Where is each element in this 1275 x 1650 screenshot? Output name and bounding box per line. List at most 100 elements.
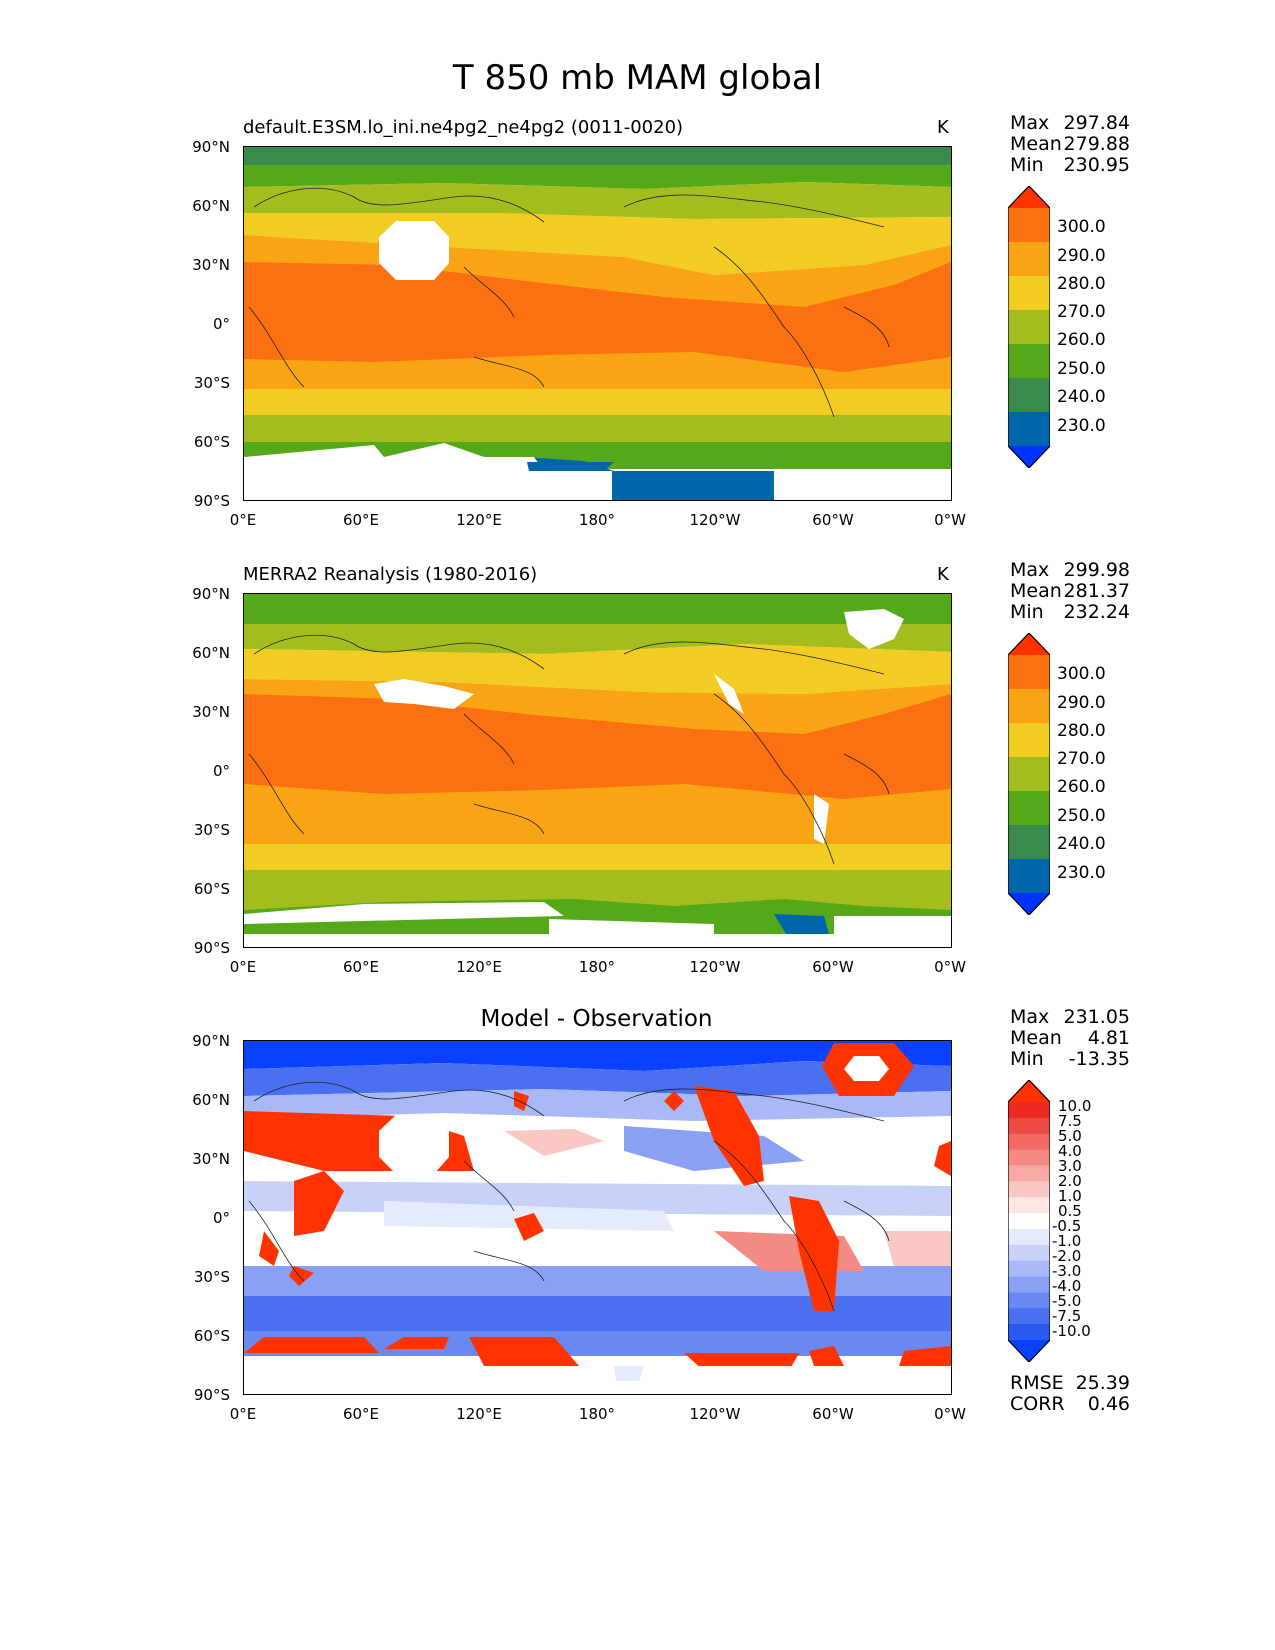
p3-cb-label: -4.0 [1052,1277,1082,1295]
colorbar-segment [1008,1165,1050,1182]
colorbar-segment [1008,825,1050,860]
colorbar-segment [1008,1133,1050,1151]
p2-ytick-0: 0° [212,762,230,780]
p3-xtick-60w: 60°W [812,1405,854,1423]
p3-cb-label: -5.0 [1052,1292,1082,1310]
p2-xtick-60e: 60°E [342,958,380,976]
p3-cb-label: -3.0 [1052,1262,1082,1280]
p3-xtick-0w: 0°W [934,1405,966,1423]
colorbar-segment [1008,344,1050,379]
p3-cb-label: 10.0 [1058,1097,1092,1115]
panel1-stat-mean: Mean 279.88 [1010,133,1130,155]
colorbar-segment [1008,1228,1050,1246]
colorbar-extend-max [1008,633,1050,655]
colorbar-segment [1008,689,1050,724]
p3-ytick-60s: 60°S [193,1327,230,1345]
p1-cb-label: 300.0 [1057,217,1106,237]
p3-ytick-30n: 30°N [192,1150,230,1168]
panel2-stat-mean: Mean 281.37 [1010,580,1130,602]
p1-xtick-60e: 60°E [342,511,380,529]
p1-cb-label: 290.0 [1057,246,1106,266]
p1-cb-label: 280.0 [1057,274,1106,294]
panel3-corr: CORR 0.46 [1010,1393,1130,1415]
colorbar-segment [1008,412,1050,447]
p2-ytick-90s: 90°S [193,939,230,957]
p2-xtick-120w: 120°W [689,958,741,976]
panel2-stat-max: Max 299.98 [1010,559,1130,581]
p2-cb-label: 260.0 [1057,777,1106,797]
p3-xtick-120w: 120°W [689,1405,741,1423]
panel1-colorbar [1008,186,1050,468]
p3-xtick-60e: 60°E [342,1405,380,1423]
colorbar-segment [1008,1102,1050,1119]
p3-cb-label: 3.0 [1058,1157,1082,1175]
p1-cb-label: 240.0 [1057,387,1106,407]
colorbar-extend-min [1008,1340,1050,1362]
p3-cb-label: -10.0 [1052,1322,1091,1340]
p2-ytick-90n: 90°N [192,585,230,603]
panel2-title: MERRA2 Reanalysis (1980-2016) [243,564,538,585]
colorbar-segment [1008,1149,1050,1166]
colorbar-segment [1008,1181,1050,1198]
p2-xtick-0e: 0°E [229,958,257,976]
colorbar-segment [1008,1213,1050,1230]
p1-ytick-60s: 60°S [193,433,230,451]
colorbar-extend-min [1008,893,1050,915]
colorbar-extend-max [1008,186,1050,208]
p3-cb-label: 5.0 [1058,1127,1082,1145]
p1-cb-label: 250.0 [1057,359,1106,379]
colorbar-segment [1008,655,1050,690]
p1-xtick-0w: 0°W [934,511,966,529]
figure-title: T 850 mb MAM global [452,58,823,98]
colorbar-extend-min [1008,446,1050,468]
p3-cb-label: 0.5 [1058,1202,1082,1220]
colorbar-extend-max [1008,1080,1050,1102]
p2-ytick-60s: 60°S [193,880,230,898]
colorbar-segment [1008,1197,1050,1214]
colorbar-segment [1008,757,1050,792]
p2-xtick-180: 180° [578,958,616,976]
p3-cb-label: -1.0 [1052,1232,1082,1250]
p1-ytick-30s: 30°S [193,374,230,392]
p2-xtick-60w: 60°W [812,958,854,976]
panel2-map [243,593,952,948]
p1-ytick-90n: 90°N [192,138,230,156]
p1-xtick-120w: 120°W [689,511,741,529]
p1-ytick-30n: 30°N [192,256,230,274]
p2-ytick-30s: 30°S [193,821,230,839]
p3-ytick-30s: 30°S [193,1268,230,1286]
panel1-field [244,147,951,500]
p1-cb-label: 260.0 [1057,330,1106,350]
panel3-rmse: RMSE 25.39 [1010,1372,1130,1394]
colorbar-segment [1008,1292,1050,1309]
p3-cb-label: 2.0 [1058,1172,1082,1190]
colorbar-segment [1008,1244,1050,1262]
panel3-map [243,1040,952,1395]
colorbar-segment [1008,791,1050,826]
p2-cb-label: 300.0 [1057,664,1106,684]
p3-cb-label: 1.0 [1058,1187,1082,1205]
p2-xtick-120e: 120°E [456,958,502,976]
p3-ytick-0: 0° [212,1209,230,1227]
panel2-stat-min: Min 232.24 [1010,601,1130,623]
p3-ytick-90n: 90°N [192,1032,230,1050]
colorbar-segment [1008,1260,1050,1278]
colorbar-segment [1008,276,1050,311]
colorbar-segment [1008,208,1050,243]
colorbar-segment [1008,1117,1050,1135]
p3-xtick-120e: 120°E [456,1405,502,1423]
p1-xtick-0e: 0°E [229,511,257,529]
p3-cb-label: -0.5 [1052,1217,1082,1235]
p3-cb-label: 7.5 [1058,1112,1082,1130]
p2-ytick-30n: 30°N [192,703,230,721]
p3-ytick-90s: 90°S [193,1386,230,1404]
panel2-field [244,594,951,947]
p2-cb-label: 270.0 [1057,749,1106,769]
panel3-stat-max: Max 231.05 [1010,1006,1130,1028]
p2-cb-label: 290.0 [1057,693,1106,713]
p1-ytick-0: 0° [212,315,230,333]
p3-ytick-60n: 60°N [192,1091,230,1109]
p3-cb-label: -7.5 [1052,1307,1082,1325]
p2-cb-label: 240.0 [1057,834,1106,854]
panel1-map [243,146,952,501]
